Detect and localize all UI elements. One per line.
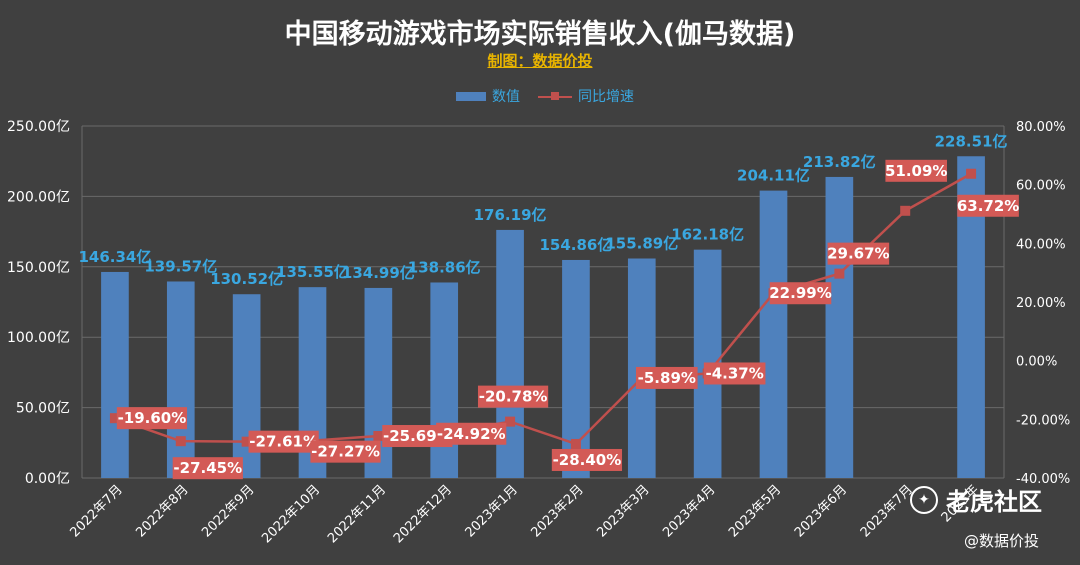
line-label-box (477, 385, 549, 408)
x-tick-label: 2023年1月 (463, 482, 521, 540)
x-tick-label: 2023年2月 (529, 482, 587, 540)
legend-swatch-line (538, 91, 572, 101)
line-value-label: -5.89% (638, 369, 696, 387)
x-tick-label: 2022年9月 (199, 482, 257, 540)
legend-label-line: 同比增速 (578, 89, 634, 105)
line-label-box (248, 430, 319, 453)
x-tick-label: 2023年5月 (726, 482, 784, 540)
line-value-label: -4.37% (706, 364, 764, 382)
bar-value-label: 139.57亿 (144, 257, 217, 275)
bar-value-label: 135.55亿 (276, 263, 349, 281)
line-value-label: -20.78% (479, 388, 548, 406)
line-point (241, 436, 252, 447)
line-point (109, 413, 120, 424)
y-right-tick-label: 0.00% (1016, 355, 1057, 370)
line-value-label: -27.61% (249, 433, 318, 451)
legend-label-bars: 数值 (492, 89, 520, 105)
legend: 数值 同比增速 (456, 86, 634, 106)
y-left-tick-label: 0.00亿 (25, 471, 70, 487)
line-value-label: 29.67% (827, 245, 889, 263)
x-tick-label: 2022年12月 (391, 482, 455, 546)
x-tick-label: 2023年4月 (660, 482, 718, 540)
y-left-tick-label: 50.00亿 (16, 401, 70, 417)
y-left-tick-label: 200.00亿 (7, 189, 70, 205)
line-point (966, 168, 977, 179)
line-value-label: 22.99% (769, 284, 831, 302)
y-left-tick-label: 250.00亿 (7, 119, 70, 135)
line-point (373, 431, 384, 442)
y-right-tick-label: 80.00% (1016, 120, 1066, 135)
line-label-box (703, 362, 766, 385)
y-right-tick-label: -20.00% (1016, 413, 1070, 428)
bar-value-label: 138.86亿 (408, 258, 481, 276)
bar-value-label: 154.86亿 (539, 236, 612, 254)
x-tick-label: 2023年6月 (792, 482, 850, 540)
legend-item-line: 同比增速 (538, 86, 634, 106)
line-point (175, 436, 186, 447)
x-tick-label: 2022年7月 (68, 482, 126, 540)
line-label-box (382, 425, 453, 448)
line-label-box (957, 194, 1019, 217)
bar-value-label: 146.34亿 (78, 248, 151, 266)
watermark-author: @数据价投 (964, 532, 1040, 550)
legend-item-bars: 数值 (456, 86, 520, 106)
y-right-tick-label: -40.00% (1016, 472, 1070, 487)
line-label-box (885, 159, 948, 182)
line-value-label: -27.27% (311, 443, 380, 461)
y-right-tick-label: 20.00% (1016, 296, 1066, 311)
bar (430, 282, 459, 478)
line-label-box (172, 457, 243, 480)
y-right-tick-label: 40.00% (1016, 237, 1066, 252)
bar-value-label: 130.52亿 (210, 270, 283, 288)
bar (101, 271, 129, 478)
bar-value-label: 176.19亿 (474, 206, 547, 224)
line-label-box (551, 448, 623, 471)
line-point (505, 416, 516, 427)
x-tick-label: 2022年10月 (259, 482, 323, 546)
line-point (834, 268, 845, 279)
y-left-tick-label: 100.00亿 (7, 330, 70, 346)
line-point (900, 205, 911, 216)
bar (166, 281, 195, 478)
line-label-box (635, 366, 698, 389)
bar (759, 190, 788, 479)
line-value-label: -28.40% (553, 451, 622, 469)
line-label-box (310, 440, 381, 463)
chart-subtitle: 制图：数据价投 (487, 52, 593, 70)
line-label-box (116, 407, 188, 430)
bar-value-label: 204.11亿 (737, 167, 810, 185)
line-label-box (436, 422, 507, 445)
bar-value-label: 134.99亿 (342, 264, 415, 282)
y-right-tick-label: 60.00% (1016, 179, 1066, 194)
line-value-label: 63.72% (957, 197, 1019, 215)
x-tick-label: 2022年11月 (325, 482, 389, 546)
x-tick-label: 2023年3月 (594, 482, 652, 540)
line-label-box (827, 242, 890, 265)
x-tick-label: 2022年8月 (133, 482, 191, 540)
bar-value-label: 213.82亿 (803, 153, 876, 171)
y-left-tick-label: 150.00亿 (7, 260, 70, 276)
bar (825, 176, 854, 478)
line-value-label: -19.60% (118, 409, 187, 427)
bar-value-label: 228.51亿 (935, 132, 1008, 150)
tiger-icon: ✦ (910, 485, 938, 514)
line-value-label: -24.92% (437, 425, 506, 443)
chart-title: 中国移动游戏市场实际销售收入(伽马数据) (284, 19, 796, 50)
line-value-label: 51.09% (885, 162, 947, 180)
watermark-brand: 老虎社区 (946, 488, 1042, 516)
line-point (570, 438, 581, 449)
line-label-box (769, 282, 832, 305)
bar-value-label: 162.18亿 (671, 226, 744, 244)
legend-swatch-bars (456, 91, 486, 101)
bar-value-label: 155.89亿 (605, 235, 678, 253)
line-value-label: -27.45% (173, 459, 242, 477)
line-value-label: -25.69% (383, 427, 452, 445)
watermark: ✦ 老虎社区 (910, 482, 1042, 517)
x-tick-label: 2023年7月 (858, 482, 916, 540)
